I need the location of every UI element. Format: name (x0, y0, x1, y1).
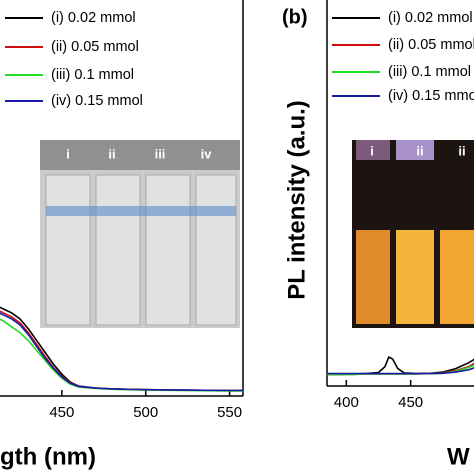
legend-label: (ii) 0.05 mmol (51, 39, 139, 55)
photo-label: ii (416, 143, 423, 158)
legend-label: (iv) 0.15 mmol (51, 93, 143, 109)
x-tick-label: 500 (133, 404, 158, 421)
x-tick-label: 450 (398, 394, 423, 411)
data-line (327, 367, 474, 375)
legend-label: (iii) 0.1 mmol (51, 67, 134, 83)
photo-label: i (66, 146, 70, 161)
legend-label: (iii) 0.1 mmol (388, 64, 471, 80)
cuvette-photo (40, 140, 240, 328)
x-axis-label: W (447, 443, 470, 470)
y-axis-label: PL intensity (a.u.) (283, 100, 310, 300)
x-tick-label: 550 (217, 404, 242, 421)
photo-label: iii (155, 146, 166, 161)
photo-label: ii (458, 143, 465, 158)
x-tick-label: 450 (49, 404, 74, 421)
pl-photo (352, 140, 474, 328)
photo-label: i (370, 143, 374, 158)
legend-label: (i) 0.02 mmol (388, 10, 473, 26)
x-axis-label: gth (nm) (0, 443, 96, 470)
x-tick-label: 400 (334, 394, 359, 411)
data-line (0, 312, 243, 392)
panel-label: (b) (282, 6, 308, 28)
legend-label: (iv) 0.15 mmol (388, 88, 474, 104)
photo-label: ii (108, 146, 115, 161)
legend-label: (ii) 0.05 mmol (388, 37, 474, 53)
photo-label: iv (201, 146, 213, 161)
legend-label: (i) 0.02 mmol (51, 10, 136, 26)
